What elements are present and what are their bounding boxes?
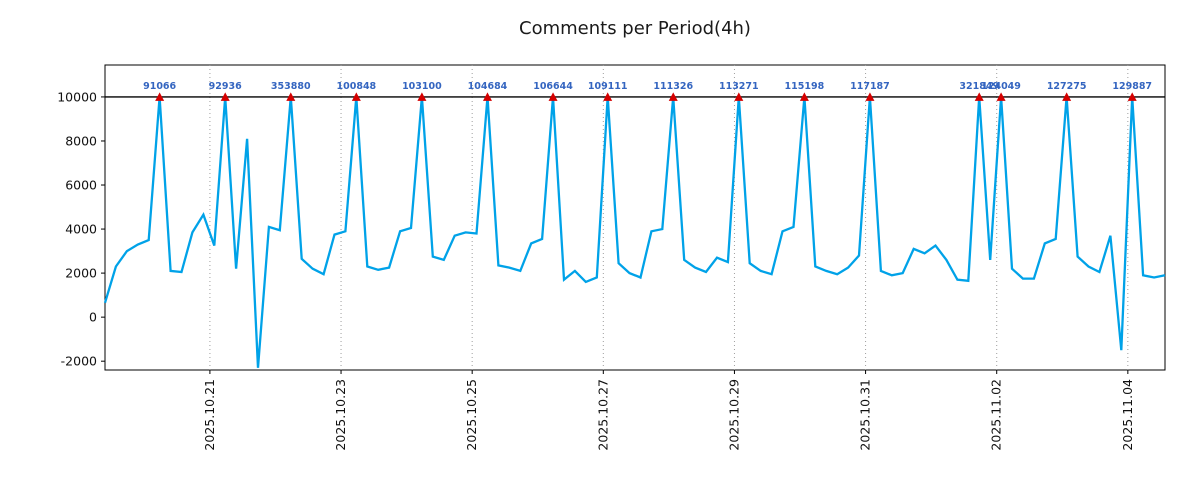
peak-label: 353880 bbox=[271, 81, 311, 92]
x-tick-label: 2025.10.25 bbox=[464, 379, 479, 451]
peak-label: 103100 bbox=[402, 81, 442, 92]
peak-marker bbox=[865, 92, 875, 101]
peak-label: 106644 bbox=[533, 81, 573, 92]
peak-marker bbox=[155, 92, 165, 101]
peak-label: 129887 bbox=[1112, 81, 1152, 92]
plot-area bbox=[104, 64, 1166, 371]
x-tick-label: 2025.11.04 bbox=[1120, 379, 1135, 451]
x-tick-label: 2025.10.29 bbox=[726, 379, 741, 451]
x-tick-label: 2025.10.21 bbox=[202, 379, 217, 451]
y-tick-label: 0 bbox=[89, 310, 97, 325]
series-line bbox=[103, 96, 1166, 368]
peak-marker bbox=[351, 92, 361, 101]
x-tick-label: 2025.10.27 bbox=[595, 379, 610, 451]
peak-label: 115198 bbox=[785, 81, 825, 92]
peak-marker bbox=[417, 92, 427, 101]
y-tick-label: 4000 bbox=[65, 222, 97, 237]
y-tick-label: 6000 bbox=[65, 178, 97, 193]
x-tick-label: 2025.10.23 bbox=[333, 379, 348, 451]
peak-marker bbox=[996, 92, 1006, 101]
peak-marker bbox=[603, 92, 613, 101]
peak-label: 127275 bbox=[1047, 81, 1087, 92]
peak-label: 109111 bbox=[588, 81, 628, 92]
peak-label: 111326 bbox=[653, 81, 693, 92]
y-tick-label: 10000 bbox=[57, 89, 97, 104]
peak-marker bbox=[974, 92, 984, 101]
peak-marker bbox=[1062, 92, 1072, 101]
peak-marker bbox=[548, 92, 558, 101]
chart-title: Comments per Period(4h) bbox=[519, 18, 751, 39]
peak-label: 92936 bbox=[209, 81, 242, 92]
peak-marker bbox=[220, 92, 230, 101]
peak-marker bbox=[799, 92, 809, 101]
peak-label: 321849 bbox=[959, 81, 999, 92]
peak-marker bbox=[734, 92, 744, 101]
peak-label: 100848 bbox=[337, 81, 377, 92]
peak-marker bbox=[482, 92, 492, 101]
peak-label: 117187 bbox=[850, 81, 890, 92]
peak-label: 113271 bbox=[719, 81, 759, 92]
y-tick-label: -2000 bbox=[61, 354, 97, 369]
peak-label: 104684 bbox=[468, 81, 508, 92]
peak-label: 91066 bbox=[143, 81, 176, 92]
peak-label: 124049 bbox=[981, 81, 1021, 92]
x-tick-label: 2025.11.02 bbox=[989, 379, 1004, 451]
peak-marker bbox=[668, 92, 678, 101]
plot-root: 2025.10.21 2025.10.23 2025.10.25 2025.10.27… bbox=[57, 64, 1166, 451]
peak-marker bbox=[286, 92, 296, 101]
x-tick-label: 2025.10.31 bbox=[858, 379, 873, 451]
peak-marker bbox=[1127, 92, 1137, 101]
y-tick-label: 8000 bbox=[65, 133, 97, 148]
y-tick-label: 2000 bbox=[65, 266, 97, 281]
